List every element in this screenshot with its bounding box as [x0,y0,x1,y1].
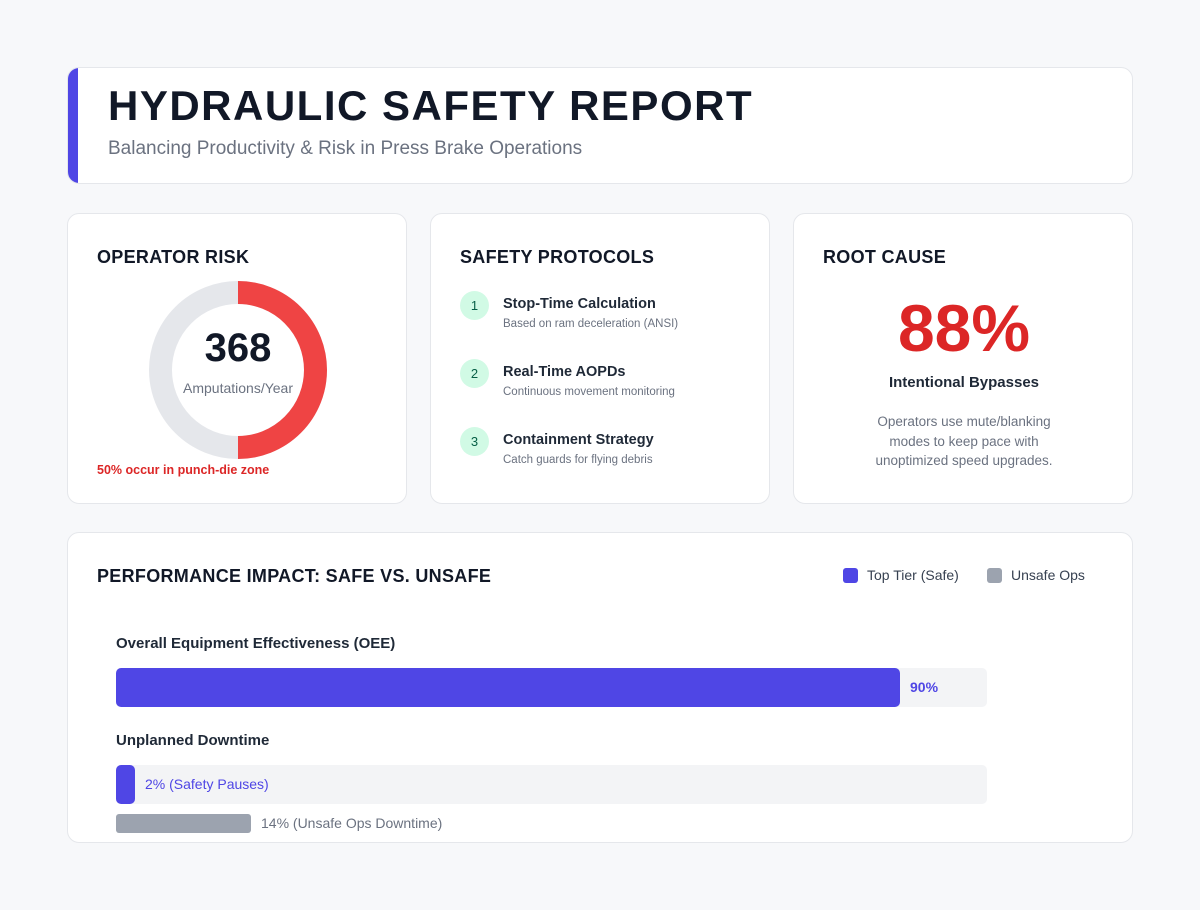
step-description: Based on ram deceleration (ANSI) [503,318,679,330]
legend-label: Top Tier (Safe) [867,567,959,583]
step-number-badge: 2 [460,359,489,388]
step-description: Continuous movement monitoring [503,386,675,398]
protocol-step: 3 Containment Strategy Catch guards for … [460,427,750,477]
bar-track: 2% (Safety Pauses) [116,765,987,804]
legend-swatch-safe [843,567,858,583]
protocol-step: 1 Stop-Time Calculation Based on ram dec… [460,291,750,341]
step-title: Containment Strategy [503,432,654,448]
step-title: Stop-Time Calculation [503,296,656,312]
legend-item-safe: Top Tier (Safe) [843,566,959,584]
bar-downtime-unsafe [116,814,251,833]
page-title: HYDRAULIC SAFETY REPORT [108,82,754,129]
category-label: Overall Equipment Effectiveness (OEE) [116,635,396,652]
amputations-value: 368 [204,326,272,370]
protocol-step: 2 Real-Time AOPDs Continuous movement mo… [460,359,750,409]
performance-impact-card: PERFORMANCE IMPACT: SAFE VS. UNSAFE Top … [67,532,1133,843]
root-cause-title: ROOT CAUSE [823,247,947,267]
category-label: Unplanned Downtime [116,732,270,749]
step-number-badge: 3 [460,427,489,456]
bypass-label: Intentional Bypasses [888,374,1040,391]
bar-downtime-safe [116,765,135,804]
donut-highlight-arc [237,281,327,459]
operator-risk-card: OPERATOR RISK 368 Amputations/Year 50% o… [67,213,407,504]
bar-track: 90% [116,668,987,707]
bar-value-label: 90% [910,679,939,695]
header-accent-bar [68,68,78,183]
bar-value-label: 2% (Safety Pauses) [145,776,269,792]
step-description: Catch guards for flying debris [503,454,653,466]
bar-oee-safe [116,668,900,707]
step-title: Real-Time AOPDs [503,364,626,380]
bar-value-label: 14% (Unsafe Ops Downtime) [261,815,443,831]
bypass-percentage: 88% [897,291,1031,365]
risk-note: 50% occur in punch-die zone [97,463,270,477]
legend-item-unsafe: Unsafe Ops [987,566,1085,584]
operator-risk-title: OPERATOR RISK [97,247,250,267]
legend-swatch-unsafe [987,567,1002,583]
page-subtitle: Balancing Productivity & Risk in Press B… [108,138,583,159]
report-header: HYDRAULIC SAFETY REPORT Balancing Produc… [67,67,1133,184]
bypass-description: Operators use mute/blanking modes to kee… [875,414,1053,468]
legend-label: Unsafe Ops [1011,567,1085,583]
root-cause-card: ROOT CAUSE 88% Intentional Bypasses Oper… [793,213,1133,504]
risk-donut-chart [149,281,327,459]
safety-protocols-card: SAFETY PROTOCOLS 1 Stop-Time Calculation… [430,213,770,504]
safety-protocols-title: SAFETY PROTOCOLS [460,247,655,267]
amputations-label: Amputations/Year [183,380,293,396]
performance-title: PERFORMANCE IMPACT: SAFE VS. UNSAFE [97,566,492,586]
step-number-badge: 1 [460,291,489,320]
